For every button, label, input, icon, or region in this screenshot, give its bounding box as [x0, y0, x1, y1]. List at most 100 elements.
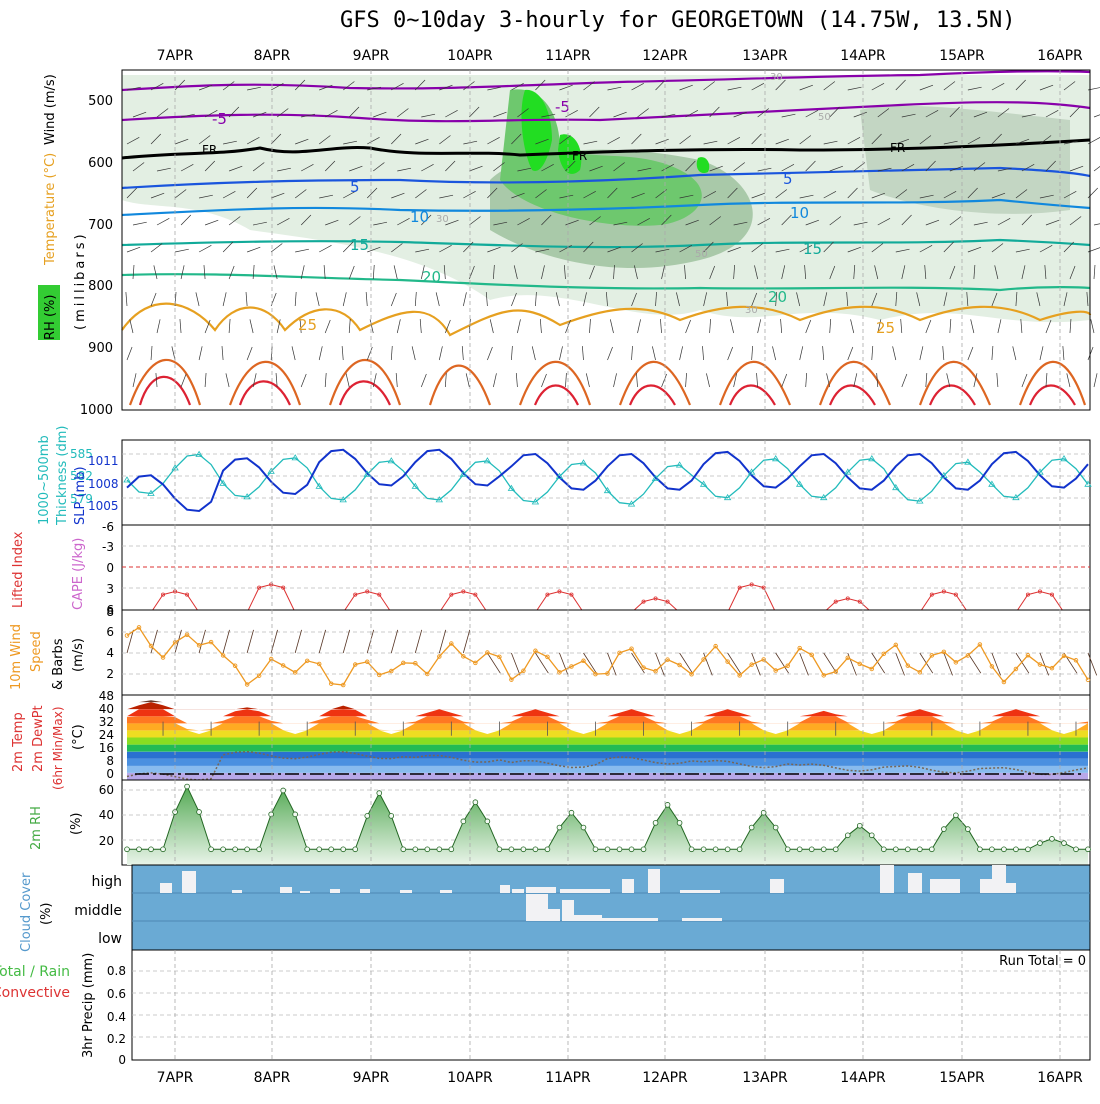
wind-speed-point [1025, 653, 1031, 658]
wind-barb [439, 135, 451, 145]
temperature-contours [121, 70, 1092, 406]
wind-barb [373, 221, 388, 226]
wind-barb [462, 629, 471, 654]
wind-barb [391, 133, 402, 145]
cloud-level-label: low [98, 931, 122, 947]
temp2m-label-c: (6hr Min/Max) [51, 707, 65, 791]
wind-barb [367, 86, 382, 91]
wind-speed-point [256, 673, 262, 678]
thickness-marker [219, 479, 227, 486]
wind-barb [563, 265, 566, 280]
wind-barb [294, 629, 302, 654]
date-label: 11APR [545, 48, 591, 64]
wind-barb [661, 113, 676, 118]
isotherm-15 [121, 238, 1091, 249]
wind-barb [799, 194, 814, 199]
wind-speed-point [677, 662, 682, 668]
temp-tick: 40 [99, 702, 114, 716]
rh2m-point [1061, 840, 1067, 846]
wind-barb [781, 214, 792, 226]
wind-barb [299, 319, 302, 334]
wind-barb [853, 111, 868, 118]
rh2m-label: 2m RH [29, 806, 44, 850]
wind-barb [589, 106, 600, 118]
cloud-bar-high [648, 869, 660, 893]
precip-tick: 0.4 [107, 1010, 126, 1024]
wind-barb [517, 319, 521, 334]
precip-panel-frame [131, 949, 1091, 1061]
date-label: 15APR [939, 1070, 985, 1086]
wind-barb [871, 652, 886, 674]
wind-speed-point [1049, 665, 1055, 671]
wind-barb [291, 346, 296, 361]
wind-barb [180, 163, 194, 172]
dewpoint-line [126, 750, 1089, 781]
rh2m-point [868, 832, 875, 839]
wind-panel-frame [121, 609, 1091, 696]
wind-barb [373, 111, 387, 118]
wind-barb [901, 265, 906, 280]
wind-barb [900, 319, 903, 334]
wind-barb [390, 346, 393, 361]
wind-barb [228, 106, 240, 118]
wind-barb [559, 346, 563, 361]
wind-barb [1062, 346, 1065, 361]
precip-ticks: 0.8 0.6 0.4 0.2 0 [107, 964, 126, 1067]
wind-speed-point [521, 668, 526, 674]
wind-barb [583, 652, 597, 674]
wind-barb [246, 629, 254, 654]
rh2m-point [772, 824, 779, 831]
wind-barb [1015, 652, 1030, 674]
wind-barb [485, 292, 488, 307]
wind-barb [871, 292, 878, 307]
wind-barb [391, 192, 405, 199]
wind-speed-point [749, 662, 754, 667]
isotherm-30 [128, 358, 1087, 406]
wind-speed-point [761, 657, 766, 662]
wind-barb [991, 82, 1005, 91]
slp-line [126, 448, 1089, 513]
rh2m-point [544, 846, 551, 853]
wind-barb [295, 248, 309, 253]
rh2m-tick: 20 [99, 834, 114, 848]
wind-barb [1093, 114, 1100, 118]
thickness-marker [627, 500, 636, 507]
wind-tick: 6 [106, 625, 114, 639]
wind-barb [469, 106, 480, 118]
cloud-unit: (%) [39, 903, 54, 926]
wind-barb [775, 652, 789, 674]
wind-barb [228, 319, 231, 334]
wind-barb [613, 221, 628, 226]
rh2m-point [832, 846, 839, 853]
rh2m-point [388, 813, 395, 819]
wind-barb [204, 319, 211, 334]
wind-barb [799, 652, 809, 676]
thickness-marker [795, 480, 804, 487]
wind-barb [129, 319, 134, 334]
wind-barb [991, 652, 1001, 676]
wind-barb [925, 373, 928, 388]
rh-region-bright [696, 157, 710, 174]
wind-barb [805, 373, 808, 388]
wind-barb [871, 243, 884, 253]
rh2m-point [208, 846, 214, 853]
wind-speed-point [1073, 658, 1079, 663]
wind-barb [583, 241, 594, 253]
rh2m-point [688, 846, 695, 853]
wind-barb [751, 133, 762, 145]
wind-speed-point [881, 651, 887, 657]
wind-barb [396, 319, 401, 334]
upper-wind-barbs [125, 79, 1100, 388]
wind-barb [204, 109, 218, 118]
wind-barb [660, 319, 662, 334]
wind-barb [414, 292, 417, 307]
wind-barb [607, 246, 621, 253]
wind-speed-point [1001, 679, 1007, 685]
rh2m-point [376, 790, 383, 796]
wind-barb [655, 652, 665, 676]
wind-barb [415, 79, 426, 91]
wind-speed-point [316, 661, 322, 667]
date-label: 13APR [742, 1070, 788, 1086]
precip-panel: Run Total = 0 0.8 0.6 0.4 0.2 0 Total / … [0, 949, 1091, 1067]
wind-barb [685, 373, 687, 388]
